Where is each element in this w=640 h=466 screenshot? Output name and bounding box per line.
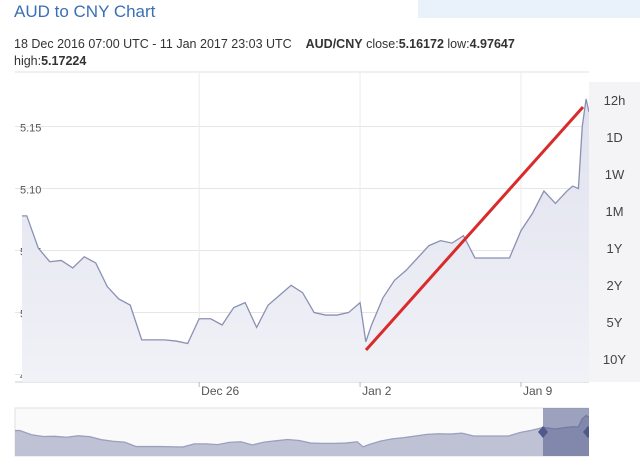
- x-tick-label: Jan 2: [362, 384, 392, 398]
- close-label: close:: [366, 37, 399, 51]
- chart-info: 18 Dec 2016 07:00 UTC - 11 Jan 2017 23:0…: [14, 36, 574, 70]
- series-line: [22, 98, 589, 345]
- navigator-window: [543, 408, 589, 456]
- close-value: 5.16172: [398, 37, 444, 51]
- range-buttons: 12h 1D 1W 1M 1Y 2Y 5Y 10Y: [589, 82, 640, 382]
- navigator-handle: [538, 426, 548, 438]
- low-label: low:: [447, 37, 470, 51]
- range-button[interactable]: 1Y: [606, 241, 623, 256]
- trend-line: [364, 106, 585, 351]
- series-area: [22, 98, 589, 383]
- high-value: 5.17224: [41, 54, 87, 68]
- navigator-handle: [583, 426, 589, 438]
- low-value: 4.97647: [469, 37, 515, 51]
- range-button[interactable]: 5Y: [606, 315, 623, 330]
- range-button[interactable]: 1D: [606, 130, 623, 145]
- pair: AUD/CNY: [305, 37, 363, 51]
- range-button[interactable]: 2Y: [606, 278, 623, 293]
- range-button[interactable]: 10Y: [602, 352, 627, 367]
- navigator-line: [15, 414, 589, 448]
- y-tick-label: 5.15: [20, 122, 41, 134]
- top-box: [418, 0, 640, 18]
- range-button[interactable]: 1M: [605, 204, 624, 219]
- x-tick-label: Dec 26: [201, 384, 239, 398]
- x-tick-label: Jan 9: [523, 384, 553, 398]
- date-range: 18 Dec 2016 07:00 UTC - 11 Jan 2017 23:0…: [14, 37, 292, 51]
- y-tick-label: 5.10: [20, 184, 41, 196]
- chart-title: AUD to CNY Chart: [14, 2, 156, 21]
- navigator-area: [15, 415, 589, 456]
- high-label: high:: [14, 54, 42, 68]
- range-button[interactable]: 1W: [604, 167, 625, 182]
- range-button[interactable]: 12h: [603, 93, 626, 108]
